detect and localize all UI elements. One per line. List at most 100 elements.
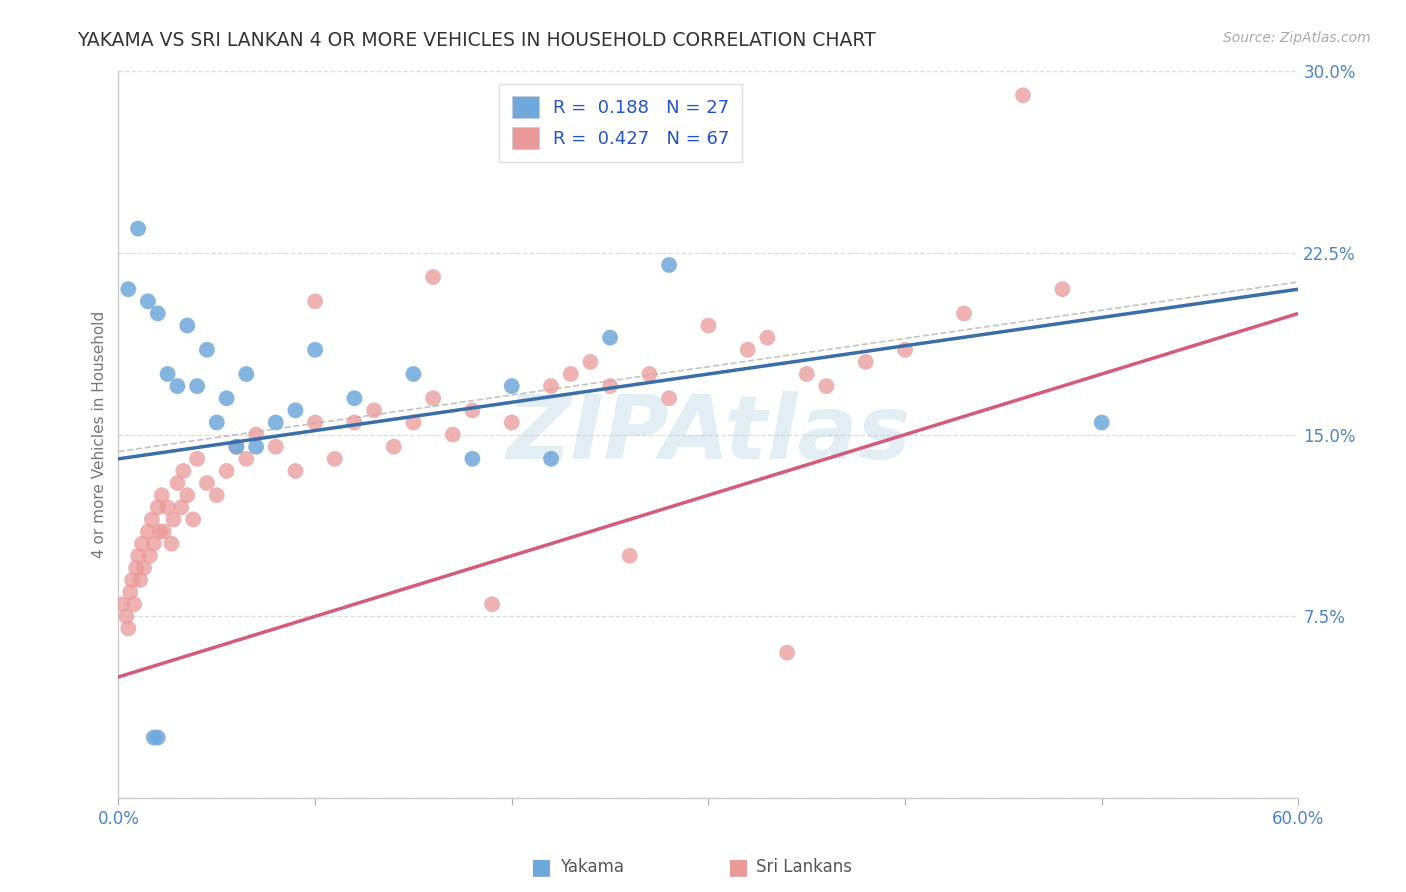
Point: [129, 573, 152, 587]
Point: [304, 294, 326, 309]
Text: Source: ZipAtlas.com: Source: ZipAtlas.com: [1223, 31, 1371, 45]
Point: [166, 379, 188, 393]
Text: Sri Lankans: Sri Lankans: [756, 858, 852, 876]
Point: [142, 536, 165, 550]
Point: [501, 379, 523, 393]
Point: [205, 416, 228, 430]
Point: [131, 536, 153, 550]
Point: [245, 440, 267, 454]
Point: [658, 258, 681, 272]
Point: [894, 343, 917, 357]
Point: [323, 451, 346, 466]
Point: [166, 476, 188, 491]
Point: [304, 343, 326, 357]
Point: [638, 367, 661, 381]
Legend: R =  0.188   N = 27, R =  0.427   N = 67: R = 0.188 N = 27, R = 0.427 N = 67: [499, 84, 742, 162]
Point: [136, 524, 159, 539]
Point: [195, 343, 218, 357]
Point: [142, 731, 165, 745]
Point: [796, 367, 818, 381]
Point: [186, 379, 208, 393]
Point: [149, 524, 172, 539]
Point: [579, 355, 602, 369]
Point: [245, 427, 267, 442]
Point: [117, 282, 139, 296]
Point: [160, 536, 183, 550]
Point: [156, 367, 179, 381]
Point: [215, 464, 238, 478]
Point: [1052, 282, 1074, 296]
Point: [284, 464, 307, 478]
Point: [146, 731, 169, 745]
Point: [599, 379, 621, 393]
Point: [176, 318, 198, 333]
Point: [697, 318, 720, 333]
Point: [146, 500, 169, 515]
Point: [235, 367, 257, 381]
Point: [402, 416, 425, 430]
Point: [225, 440, 247, 454]
Point: [150, 488, 173, 502]
Point: [461, 451, 484, 466]
Point: [304, 416, 326, 430]
Point: [815, 379, 838, 393]
Point: [176, 488, 198, 502]
Point: [115, 609, 138, 624]
Point: [132, 561, 155, 575]
Point: [146, 306, 169, 320]
Point: [120, 585, 142, 599]
Text: ZIPAtlas: ZIPAtlas: [506, 391, 911, 478]
Point: [156, 500, 179, 515]
Y-axis label: 4 or more Vehicles in Household: 4 or more Vehicles in Household: [93, 311, 107, 558]
Point: [343, 416, 366, 430]
Point: [186, 451, 208, 466]
Point: [170, 500, 193, 515]
Point: [855, 355, 877, 369]
Point: [172, 464, 194, 478]
Point: [127, 549, 149, 563]
Point: [136, 294, 159, 309]
Point: [441, 427, 464, 442]
Point: [422, 391, 444, 405]
Point: [363, 403, 385, 417]
Point: [481, 597, 503, 611]
Point: [599, 331, 621, 345]
Point: [284, 403, 307, 417]
Point: [111, 597, 134, 611]
Point: [117, 622, 139, 636]
Point: [1012, 88, 1035, 103]
Point: [141, 512, 163, 526]
Point: [225, 440, 247, 454]
Point: [127, 221, 149, 235]
Point: [756, 331, 779, 345]
Point: [122, 597, 145, 611]
Point: [382, 440, 405, 454]
Point: [121, 573, 143, 587]
Point: [402, 367, 425, 381]
Point: [737, 343, 759, 357]
Point: [343, 391, 366, 405]
Point: [422, 270, 444, 285]
Point: [125, 561, 148, 575]
Text: ■: ■: [531, 857, 551, 877]
Point: [560, 367, 582, 381]
Point: [139, 549, 162, 563]
Point: [540, 379, 562, 393]
Point: [264, 416, 287, 430]
Point: [953, 306, 976, 320]
Point: [1091, 416, 1114, 430]
Point: [776, 646, 799, 660]
Text: Yakama: Yakama: [560, 858, 624, 876]
Point: [501, 416, 523, 430]
Point: [205, 488, 228, 502]
Text: ■: ■: [728, 857, 748, 877]
Point: [264, 440, 287, 454]
Point: [215, 391, 238, 405]
Point: [195, 476, 218, 491]
Point: [162, 512, 184, 526]
Text: YAKAMA VS SRI LANKAN 4 OR MORE VEHICLES IN HOUSEHOLD CORRELATION CHART: YAKAMA VS SRI LANKAN 4 OR MORE VEHICLES …: [77, 31, 876, 50]
Point: [658, 391, 681, 405]
Point: [461, 403, 484, 417]
Point: [619, 549, 641, 563]
Point: [152, 524, 174, 539]
